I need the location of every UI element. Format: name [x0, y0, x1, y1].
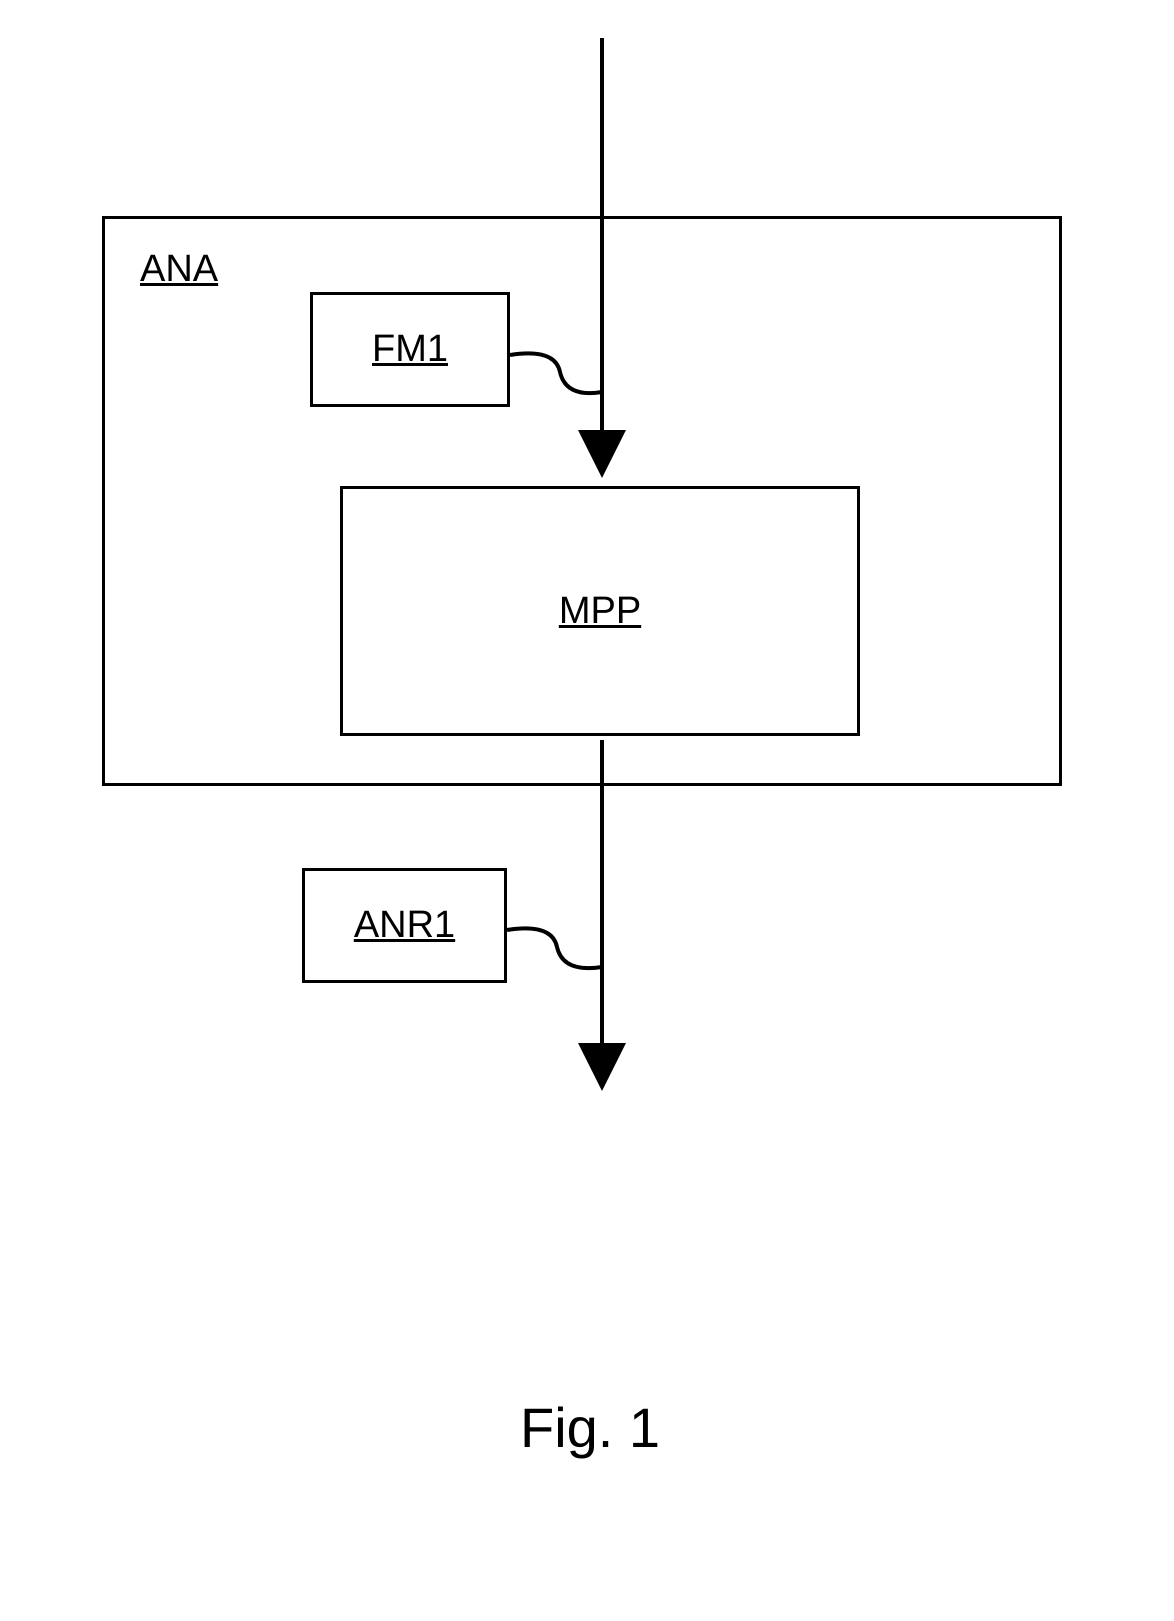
- diagram-container: ANA FM1 MPP ANR1 Fig. 1: [0, 0, 1174, 1621]
- anr1-box: ANR1: [302, 868, 507, 983]
- mpp-box: MPP: [340, 486, 860, 736]
- figure-caption: Fig. 1: [520, 1395, 660, 1460]
- anr1-connector: [507, 928, 602, 968]
- mpp-label: MPP: [559, 590, 641, 633]
- ana-label: ANA: [140, 248, 218, 291]
- anr1-label: ANR1: [354, 904, 455, 947]
- fm1-label: FM1: [372, 328, 448, 371]
- fm1-box: FM1: [310, 292, 510, 407]
